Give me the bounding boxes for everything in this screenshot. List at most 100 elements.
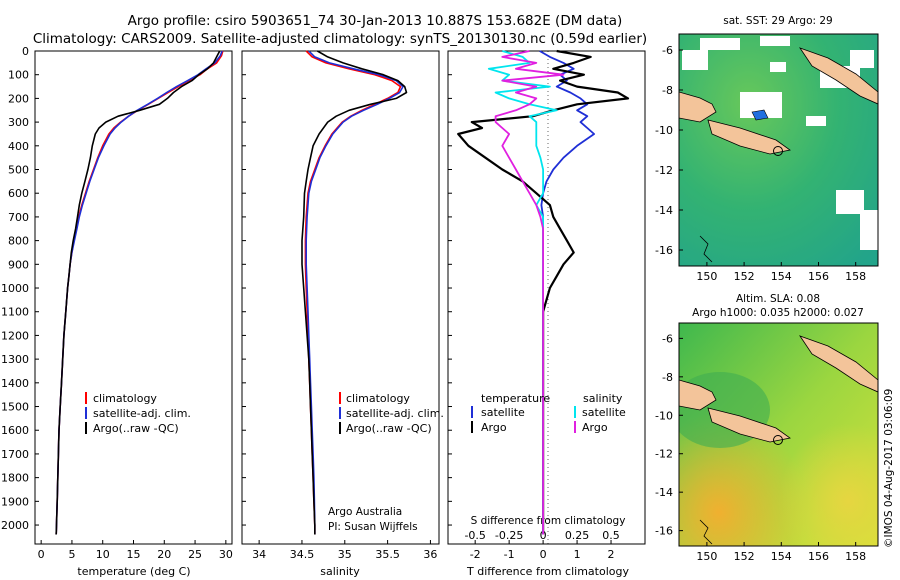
depth-tick-label: 500 (8, 164, 29, 177)
map-y-tick-label: -8 (662, 84, 673, 97)
map-x-tick-label: 158 (845, 270, 866, 283)
series-line-s-satellite (487, 50, 558, 535)
x-tick-label: 0 (540, 548, 547, 561)
temperature-panel (34, 50, 233, 545)
difference-legend: temperature salinity satellite Argo sate… (471, 392, 626, 434)
map-x-tick-label: 152 (734, 270, 755, 283)
depth-tick-label: 400 (8, 140, 29, 153)
map-sst (679, 34, 878, 266)
series-line-climatology (304, 50, 402, 535)
map-y-tick-label: -12 (655, 448, 673, 461)
depth-tick-label: 600 (8, 187, 29, 200)
legend-label-argo: Argo(..raw -QC) (93, 422, 179, 435)
map-x-tick-label: 158 (845, 550, 866, 563)
legend-label-satellite: satellite-adj. clim. (93, 407, 191, 420)
legend-label-T-argo: Argo (481, 421, 507, 434)
x-tick-label: 1 (574, 548, 581, 561)
depth-tick-label: 1100 (1, 306, 29, 319)
header-line-2: Climatology: CARS2009. Satellite-adjuste… (33, 31, 647, 47)
x-tick-label: 15 (127, 548, 141, 561)
series-line-s-argo (494, 50, 565, 535)
x-tick-label: 30 (219, 548, 233, 561)
map-y-tick-label: -10 (655, 124, 673, 137)
s-tick-label: 0.5 (602, 529, 620, 542)
x-tick-label: 34 (252, 548, 266, 561)
x-tick-label: 10 (96, 548, 110, 561)
map-y-tick-label: -6 (662, 44, 673, 57)
map-sla-subtitle: Argo h1000: 0.035 h2000: 0.027 (692, 307, 864, 319)
difference-panel (447, 50, 646, 545)
series-line-argo (55, 50, 221, 535)
temperature-xlabel: temperature (deg C) (77, 565, 190, 578)
annotation-line-2: PI: Susan Wijffels (328, 521, 418, 533)
map-x-tick-label: 152 (734, 550, 755, 563)
x-tick-label: 0 (38, 548, 45, 561)
imos-credit: ©IMOS 04-Aug-2017 03:06:09 (883, 389, 895, 548)
header-line-1: Argo profile: csiro 5903651_74 30-Jan-20… (128, 13, 623, 29)
legend-label-climatology: climatology (93, 392, 157, 405)
x-tick-label: 35.5 (375, 548, 400, 561)
salinity-series (301, 50, 408, 535)
map-sst-axes: -6 -8 -10 -12 -14 -16 150 152 154 156 158 (655, 44, 866, 283)
s-tick-label: 0 (540, 529, 547, 542)
map-x-tick-label: 154 (771, 550, 792, 563)
difference-xlabel-T: T difference from climatology (466, 565, 629, 578)
depth-tick-label: 1700 (1, 448, 29, 461)
series-line-climatology (55, 50, 224, 535)
map-y-tick-label: -10 (655, 409, 673, 422)
s-tick-label: -0.5 (464, 529, 485, 542)
depth-tick-label: 1400 (1, 377, 29, 390)
map-x-tick-label: 156 (808, 270, 829, 283)
temperature-x-axis: 0 5 10 15 20 25 30 (38, 540, 233, 561)
x-tick-label: 34.5 (290, 548, 315, 561)
map-x-tick-label: 150 (696, 270, 717, 283)
series-line-satellite (305, 50, 404, 535)
legend-header-temperature: temperature (481, 392, 550, 405)
salinity-xlabel: salinity (320, 565, 360, 578)
map-sst-frame (678, 33, 879, 267)
x-tick-label: 2 (608, 548, 615, 561)
map-y-tick-label: -16 (655, 525, 673, 538)
x-tick-label: 20 (157, 548, 171, 561)
temperature-series (55, 50, 224, 535)
legend-label-T-satellite: satellite (481, 406, 525, 419)
map-x-tick-label: 150 (696, 550, 717, 563)
legend-label-satellite: satellite-adj. clim. (346, 407, 444, 420)
difference-xlabel-S: S difference from climatology (471, 515, 626, 527)
s-tick-label: -0.25 (495, 529, 523, 542)
x-tick-label: -2 (470, 548, 481, 561)
depth-tick-label: 1300 (1, 353, 29, 366)
legend-header-salinity: salinity (583, 392, 623, 405)
map-sla-axes: -6 -8 -10 -12 -14 -16 150 152 154 156 158 (655, 332, 866, 563)
x-tick-label: 5 (68, 548, 75, 561)
x-tick-label: 36 (423, 548, 437, 561)
depth-tick-label: 1000 (1, 282, 29, 295)
s-tick-label: 0.25 (565, 529, 590, 542)
x-tick-label: 25 (188, 548, 202, 561)
legend-label-S-argo: Argo (582, 421, 608, 434)
depth-tick-label: 800 (8, 235, 29, 248)
depth-axis: 0 100 200 300 400 500 600 700 800 900 1000 1100 1200… (1, 45, 452, 532)
depth-tick-label: 2000 (1, 519, 29, 532)
map-x-tick-label: 154 (771, 270, 792, 283)
map-y-tick-label: -14 (655, 486, 673, 499)
salinity-panel (241, 50, 440, 545)
depth-tick-label: 0 (22, 45, 29, 58)
map-y-tick-label: -8 (662, 371, 673, 384)
depth-tick-label: 700 (8, 211, 29, 224)
depth-tick-label: 1500 (1, 401, 29, 414)
depth-tick-label: 100 (8, 69, 29, 82)
salinity-x-axis: 34 34.5 35 35.5 36 (252, 540, 437, 561)
series-line-argo (301, 50, 408, 535)
depth-tick-label: 1200 (1, 329, 29, 342)
map-sla-frame (678, 322, 879, 547)
depth-tick-label: 300 (8, 116, 29, 129)
depth-tick-label: 1900 (1, 495, 29, 508)
map-y-tick-label: -12 (655, 164, 673, 177)
annotation-line-1: Argo Australia (328, 506, 402, 518)
depth-tick-label: 200 (8, 92, 29, 105)
map-sla (679, 323, 878, 546)
depth-tick-label: 1600 (1, 424, 29, 437)
x-tick-label: 35 (338, 548, 352, 561)
